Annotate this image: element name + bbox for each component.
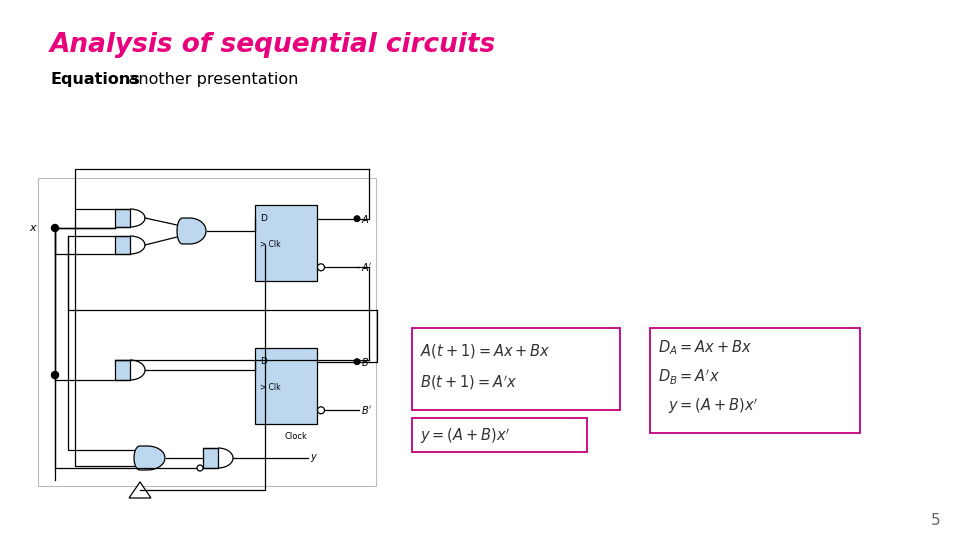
Text: : another presentation: : another presentation [118,72,299,87]
Text: $D_A = Ax + Bx$: $D_A = Ax + Bx$ [658,338,752,357]
FancyBboxPatch shape [412,328,620,410]
Polygon shape [115,360,130,380]
Text: $B$: $B$ [361,356,369,368]
Text: 5: 5 [930,513,940,528]
Text: $y = (A + B)x'$: $y = (A + B)x'$ [668,396,758,416]
Text: $A(t+1) = Ax + Bx$: $A(t+1) = Ax + Bx$ [420,342,551,360]
Circle shape [354,216,360,221]
Circle shape [354,359,360,364]
Polygon shape [177,218,206,244]
Polygon shape [115,209,130,227]
Text: $D_B = A'x$: $D_B = A'x$ [658,368,720,387]
Text: $y = (A + B)x'$: $y = (A + B)x'$ [420,426,511,445]
Circle shape [318,264,324,271]
Circle shape [197,465,203,471]
Text: $A$: $A$ [361,213,370,225]
Text: $B(t+1) = A'x$: $B(t+1) = A'x$ [420,373,517,392]
Polygon shape [115,236,130,254]
Polygon shape [203,448,218,468]
FancyBboxPatch shape [255,205,317,281]
FancyBboxPatch shape [650,328,860,433]
Text: $A'$: $A'$ [361,261,372,273]
Text: D: D [260,357,267,366]
Polygon shape [134,446,165,470]
Circle shape [318,407,324,414]
Polygon shape [129,482,151,498]
Text: $y$: $y$ [310,452,318,464]
Text: Analysis of sequential circuits: Analysis of sequential circuits [50,32,496,58]
Text: $x$: $x$ [29,223,38,233]
Circle shape [52,372,59,379]
Circle shape [52,372,59,378]
FancyBboxPatch shape [38,178,376,486]
FancyBboxPatch shape [255,348,317,424]
Text: > Clk: > Clk [260,383,280,392]
Circle shape [52,225,59,232]
Text: Equations: Equations [50,72,140,87]
Text: > Clk: > Clk [260,240,280,249]
Text: D: D [260,214,267,223]
FancyBboxPatch shape [412,418,587,452]
Text: Clock: Clock [284,432,307,441]
Text: $B'$: $B'$ [361,404,372,416]
